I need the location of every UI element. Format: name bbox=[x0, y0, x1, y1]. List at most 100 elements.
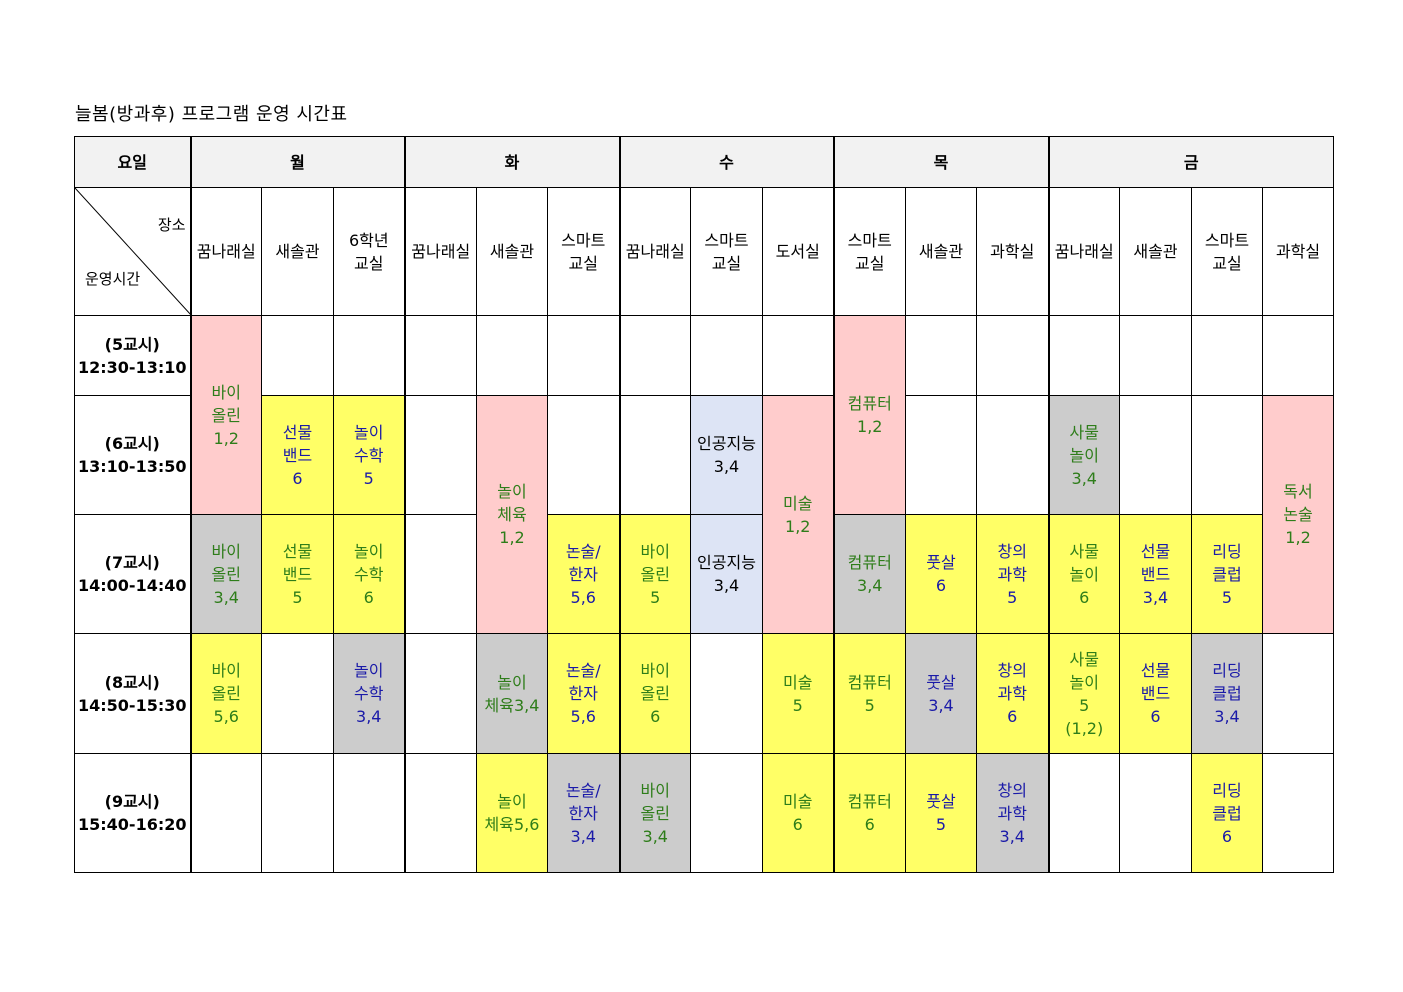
room-mon-1: 꿈나래실 bbox=[189, 187, 262, 316]
room-wed-1: 꿈나래실 bbox=[618, 187, 691, 316]
empty-cell bbox=[1261, 753, 1335, 873]
empty-cell bbox=[261, 753, 334, 873]
program-cell: 리딩 클럽 6 bbox=[1191, 753, 1263, 873]
program-cell: 미술 6 bbox=[762, 753, 834, 873]
empty-cell bbox=[1191, 395, 1263, 515]
room-tue-3: 스마트 교실 bbox=[547, 187, 620, 316]
empty-cell bbox=[261, 633, 334, 754]
day-fri: 금 bbox=[1047, 136, 1335, 188]
program-cell: 리딩 클럽 3,4 bbox=[1191, 633, 1263, 754]
empty-cell bbox=[261, 315, 334, 396]
empty-cell bbox=[1261, 315, 1335, 396]
period-row-5: (5교시) 12:30-13:10 바이 올린 1,2 컴퓨터 1,2 bbox=[74, 315, 1335, 515]
program-cell: 미술 5 bbox=[762, 633, 834, 754]
period-label: (7교시) 14:00-14:40 bbox=[74, 514, 191, 634]
empty-cell bbox=[333, 315, 405, 396]
program-cell: 놀이 체육5,6 bbox=[476, 753, 548, 873]
empty-cell bbox=[618, 315, 691, 396]
room-mon-2: 새솔관 bbox=[261, 187, 334, 316]
empty-cell bbox=[1191, 315, 1263, 396]
empty-cell bbox=[618, 395, 691, 515]
empty-cell bbox=[403, 753, 477, 873]
room-mon-3: 6학년 교실 bbox=[333, 187, 405, 316]
empty-cell bbox=[1119, 395, 1192, 515]
program-cell: 바이 올린 6 bbox=[618, 633, 691, 754]
empty-cell bbox=[547, 395, 620, 515]
day-wed: 수 bbox=[618, 136, 834, 188]
program-cell: 바이 올린 3,4 bbox=[618, 753, 691, 873]
program-cell: 놀이 수학 5 bbox=[333, 395, 405, 515]
period-row-8: (8교시) 14:50-15:30 바이 올린 5,6 놀이 수학 3,4 놀이 체육3,4… bbox=[74, 633, 1335, 754]
empty-cell bbox=[690, 753, 763, 873]
program-cell: 놀이 수학 3,4 bbox=[333, 633, 405, 754]
room-wed-2: 스마트 교실 bbox=[690, 187, 763, 316]
program-cell: 창의 과학 3,4 bbox=[976, 753, 1049, 873]
program-cell: 인공지능 3,4 bbox=[690, 514, 763, 634]
program-cell: 선물 밴드 6 bbox=[1119, 633, 1192, 754]
empty-cell bbox=[1119, 315, 1192, 396]
program-cell: 놀이 체육3,4 bbox=[476, 633, 548, 754]
empty-cell bbox=[189, 753, 262, 873]
program-cell: 풋살 3,4 bbox=[905, 633, 977, 754]
day-tue: 화 bbox=[403, 136, 620, 188]
program-cell: 미술 1,2 bbox=[762, 395, 834, 634]
day-header-row: 요일 월 화 수 목 금 bbox=[74, 136, 1335, 188]
program-cell: 창의 과학 6 bbox=[976, 633, 1049, 754]
period-row-9: (9교시) 15:40-16:20 놀이 체육5,6 논술/한자 3,4 바이 올린 3,… bbox=[74, 753, 1335, 873]
empty-cell bbox=[403, 633, 477, 754]
room-fri-1: 꿈나래실 bbox=[1047, 187, 1120, 316]
program-cell: 풋살 6 bbox=[905, 514, 977, 634]
empty-cell bbox=[547, 315, 620, 396]
empty-cell bbox=[403, 514, 477, 634]
period-label: (9교시) 15:40-16:20 bbox=[74, 753, 191, 873]
program-cell: 사물 놀이 3,4 bbox=[1047, 395, 1120, 515]
program-cell: 바이 올린 5 bbox=[618, 514, 691, 634]
program-cell: 컴퓨터 1,2 bbox=[832, 315, 906, 515]
empty-cell bbox=[403, 395, 477, 515]
program-cell: 인공지능 3,4 bbox=[690, 395, 763, 515]
room-thu-2: 새솔관 bbox=[905, 187, 977, 316]
empty-cell bbox=[1119, 753, 1192, 873]
empty-cell bbox=[403, 315, 477, 396]
room-tue-1: 꿈나래실 bbox=[403, 187, 477, 316]
room-thu-3: 과학실 bbox=[976, 187, 1049, 316]
program-cell: 컴퓨터 5 bbox=[832, 633, 906, 754]
room-header-row: 장소 운영시간 꿈나래실 새솔관 6학년 교실 꿈나래실 새솔관 스마트 교실 꿈나… bbox=[74, 187, 1335, 316]
period-label: (5교시) 12:30-13:10 bbox=[74, 315, 191, 396]
program-cell: 창의 과학 5 bbox=[976, 514, 1049, 634]
program-cell: 리딩 클럽 5 bbox=[1191, 514, 1263, 634]
empty-cell bbox=[1261, 633, 1335, 754]
timetable: 요일 월 화 수 목 금 장소 운영시간 꿈나래실 새솔관 6학년 교실 꿈나래실… bbox=[74, 136, 1335, 873]
program-cell: 바이 올린 5,6 bbox=[189, 633, 262, 754]
empty-cell bbox=[1047, 753, 1120, 873]
empty-cell bbox=[976, 315, 1049, 396]
room-fri-3: 스마트 교실 bbox=[1191, 187, 1263, 316]
program-cell: 논술/한자 5,6 bbox=[547, 514, 620, 634]
empty-cell bbox=[762, 315, 834, 396]
program-cell: 사물 놀이 6 bbox=[1047, 514, 1120, 634]
program-cell: 바이 올린 1,2 bbox=[189, 315, 262, 515]
weekday-label: 요일 bbox=[74, 136, 191, 188]
program-cell: 선물 밴드 6 bbox=[261, 395, 334, 515]
room-thu-1: 스마트 교실 bbox=[832, 187, 906, 316]
empty-cell bbox=[333, 753, 405, 873]
empty-cell bbox=[476, 315, 548, 396]
program-cell: 바이 올린 3,4 bbox=[189, 514, 262, 634]
room-fri-4: 과학실 bbox=[1261, 187, 1335, 316]
program-cell: 놀이 체육 1,2 bbox=[476, 395, 548, 634]
empty-cell bbox=[1047, 315, 1120, 396]
page-title: 늘봄(방과후) 프로그램 운영 시간표 bbox=[75, 104, 348, 125]
empty-cell bbox=[976, 395, 1049, 515]
operating-time-label: 운영시간 bbox=[85, 270, 141, 288]
room-wed-3: 도서실 bbox=[762, 187, 834, 316]
room-tue-2: 새솔관 bbox=[476, 187, 548, 316]
program-cell: 논술/한자 5,6 bbox=[547, 633, 620, 754]
empty-cell bbox=[905, 395, 977, 515]
empty-cell bbox=[690, 315, 763, 396]
day-mon: 월 bbox=[189, 136, 405, 188]
period-label: (6교시) 13:10-13:50 bbox=[74, 395, 191, 515]
place-label: 장소 bbox=[157, 216, 186, 234]
corner-header: 장소 운영시간 bbox=[74, 187, 191, 316]
period-row-7: (7교시) 14:00-14:40 바이 올린 3,4 선물 밴드 5 놀이 수학 6 논술/… bbox=[74, 514, 1334, 634]
day-thu: 목 bbox=[832, 136, 1049, 188]
